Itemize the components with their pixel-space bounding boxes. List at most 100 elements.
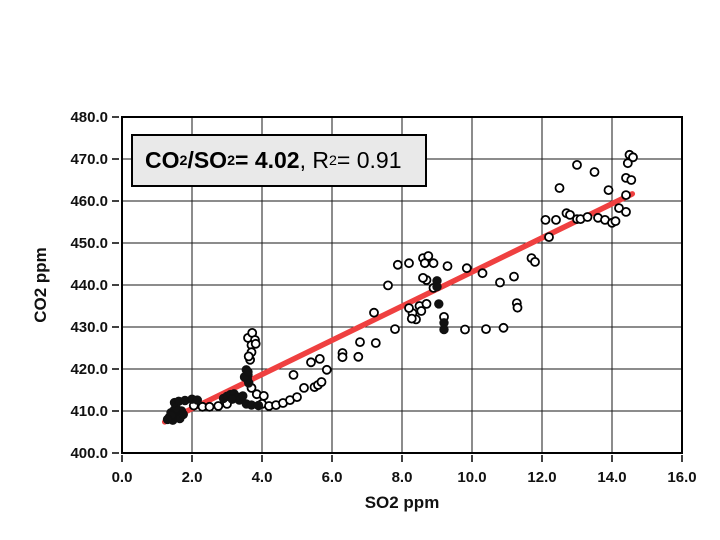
data-point-open (442, 261, 453, 272)
data-point-open (544, 232, 554, 243)
data-point-open (603, 185, 614, 196)
tick-labels: 0.0 2.0 4.0 6.0 8.0 10.0 12.0 14.0 16.0 400.0 410.… (70, 109, 696, 486)
data-point-open (495, 277, 505, 288)
y-tick-label: 420.0 (70, 361, 108, 378)
y-tick-label: 410.0 (70, 403, 108, 420)
data-point-filled (162, 414, 173, 425)
data-point-filled (432, 282, 442, 292)
y-axis-title: CO2 ppm (31, 247, 50, 323)
annotation-text-segment: , R (299, 147, 329, 173)
data-point-open (621, 190, 631, 201)
annotation-text-segment: /SO (187, 147, 228, 173)
data-point-open (626, 175, 637, 185)
annotation-text-segment: CO (145, 147, 180, 173)
data-point-open (421, 298, 432, 309)
data-point-open (213, 401, 224, 411)
x-tick-label: 12.0 (527, 469, 556, 486)
x-tick-label: 14.0 (597, 469, 626, 486)
data-point-open (383, 280, 393, 291)
data-point-open (355, 337, 365, 348)
data-point-open (306, 357, 316, 368)
data-point-open (498, 322, 509, 333)
data-point-open (392, 259, 403, 270)
data-point-open (589, 167, 600, 177)
x-tick-label: 2.0 (182, 469, 203, 486)
data-point-open (460, 324, 470, 335)
data-point-filled (253, 400, 264, 411)
data-point-open (530, 256, 540, 267)
data-point-open (428, 258, 439, 269)
data-point-open (551, 214, 561, 225)
data-point-open (321, 364, 332, 375)
data-point-open (369, 307, 379, 318)
x-tick-label: 0.0 (112, 469, 133, 486)
data-point-open (404, 303, 414, 314)
data-point-open (406, 313, 417, 324)
data-point-open (316, 377, 327, 387)
y-tick-label: 480.0 (70, 109, 108, 126)
x-axis-title: SO2 ppm (365, 493, 440, 512)
plot-border (121, 116, 683, 454)
data-point-open (628, 152, 638, 163)
data-point-open (299, 382, 309, 393)
data-point-open (250, 338, 261, 349)
data-point-open (512, 302, 523, 313)
data-point-open (461, 263, 472, 274)
data-point-open (370, 338, 381, 348)
data-point-open (288, 369, 299, 380)
axis-ticks (112, 116, 683, 462)
data-point-open (621, 206, 631, 217)
annotation-text-segment: = 0.91 (336, 147, 402, 173)
data-point-open (418, 272, 428, 283)
x-tick-label: 16.0 (667, 469, 696, 486)
data-point-filled (243, 367, 253, 377)
data-point-open (610, 216, 621, 227)
x-tick-label: 6.0 (322, 469, 343, 486)
data-point-open (509, 271, 519, 282)
data-point-open (353, 351, 364, 362)
annotation-text-segment: = 4.02 (235, 147, 300, 173)
data-point-open (243, 351, 254, 362)
y-tick-label: 440.0 (70, 277, 108, 294)
y-tick-label: 450.0 (70, 235, 108, 252)
data-point-open (481, 324, 491, 335)
y-tick-label: 400.0 (70, 445, 108, 462)
data-point-open (292, 392, 302, 403)
data-point-open (416, 306, 427, 316)
data-points (162, 149, 638, 425)
data-point-filled (434, 299, 444, 309)
plot-frame (121, 116, 683, 454)
data-point-open (258, 390, 269, 401)
data-point-open (314, 353, 325, 364)
regression-line (161, 191, 636, 425)
data-point-open (572, 159, 582, 170)
x-tick-label: 10.0 (457, 469, 486, 486)
data-point-open (419, 258, 430, 269)
data-point-open (204, 401, 215, 412)
annotation-text-segment: 2 (328, 152, 337, 169)
data-point-open (540, 214, 551, 225)
data-point-open (582, 212, 593, 222)
data-point-open (337, 352, 348, 363)
annotation-text-segment: 2 (227, 152, 235, 169)
data-point-open (554, 183, 565, 193)
data-point-open (390, 324, 400, 335)
trend-line (161, 191, 636, 425)
data-point-filled (238, 391, 248, 401)
y-tick-label: 430.0 (70, 319, 108, 336)
data-point-filled (192, 395, 203, 405)
data-point-open (565, 209, 575, 220)
x-tick-label: 4.0 (252, 469, 273, 486)
data-point-open (477, 268, 488, 279)
annotation-text-segment: 2 (179, 152, 188, 169)
data-point-open (622, 158, 633, 169)
data-point-open (404, 258, 414, 269)
x-tick-label: 8.0 (392, 469, 413, 486)
data-point-filled (439, 324, 449, 335)
y-tick-label: 470.0 (70, 151, 108, 168)
data-point-filled (178, 409, 189, 420)
y-tick-label: 460.0 (70, 193, 108, 210)
